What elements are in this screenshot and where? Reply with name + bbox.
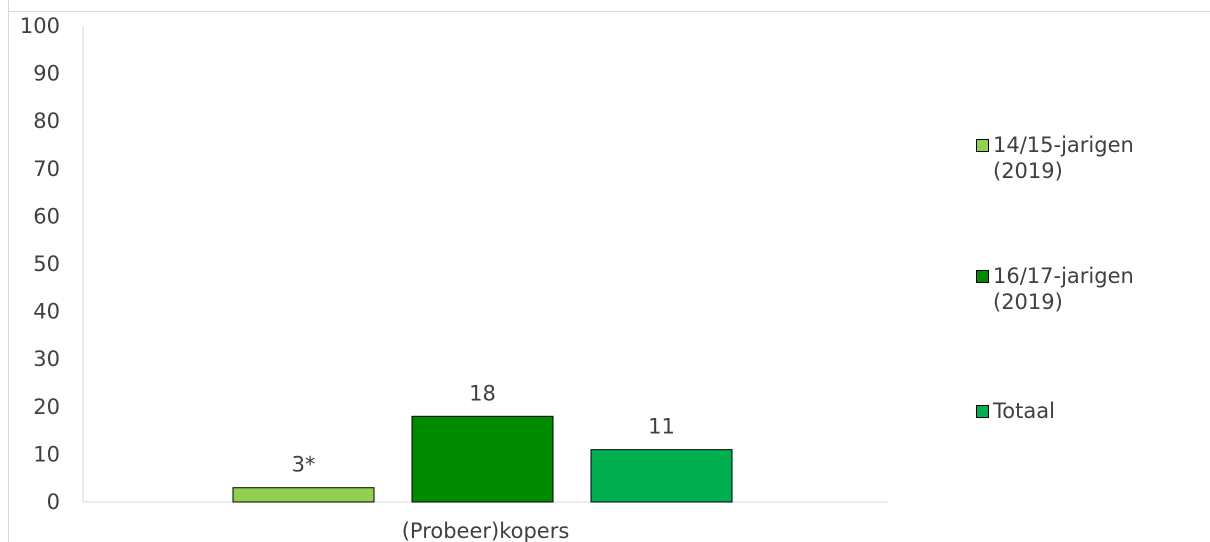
legend-label-14-15: 14/15-jarigen (2019) <box>993 133 1134 183</box>
bar-1 <box>232 487 375 503</box>
y-tick-label: 90 <box>33 62 60 86</box>
legend-swatch-14-15 <box>976 139 989 152</box>
y-tick-label: 60 <box>33 204 60 228</box>
y-tick-label: 40 <box>33 300 60 324</box>
y-tick-label: 70 <box>33 157 60 181</box>
bars-group <box>232 415 733 503</box>
y-tick-label: 100 <box>20 14 60 38</box>
legend-label-totaal: Totaal <box>993 399 1055 423</box>
bar-3 <box>590 449 733 503</box>
legend-label-16-17: 16/17-jarigen (2019) <box>993 264 1134 314</box>
y-tick-label: 80 <box>33 109 60 133</box>
bar-data-labels: 3* 18 11 <box>292 381 675 476</box>
y-tick-label: 20 <box>33 395 60 419</box>
legend-item-totaal: Totaal <box>976 398 1055 424</box>
bar-data-label-2: 18 <box>469 381 496 405</box>
x-axis-tick-labels: (Probeer)kopers <box>402 519 570 542</box>
bar-data-label-1: 3* <box>292 453 316 477</box>
chart-frame-left-border <box>8 0 9 542</box>
legend-swatch-16-17 <box>976 270 989 283</box>
chart-frame-top-border <box>8 11 1210 12</box>
y-tick-label: 50 <box>33 252 60 276</box>
legend: 14/15-jarigen (2019) 16/17-jarigen (2019… <box>976 0 1206 542</box>
legend-swatch-totaal <box>976 405 989 418</box>
bar-data-label-3: 11 <box>648 415 675 439</box>
y-tick-label: 30 <box>33 347 60 371</box>
bar-2 <box>411 415 554 503</box>
legend-item-14-15: 14/15-jarigen (2019) <box>976 132 1134 184</box>
x-tick-label: (Probeer)kopers <box>402 519 570 542</box>
y-tick-label: 10 <box>33 442 60 466</box>
y-axis-tick-labels: 0 10 20 30 40 50 60 70 80 90 100 <box>20 14 60 514</box>
legend-item-16-17: 16/17-jarigen (2019) <box>976 263 1134 315</box>
y-tick-label: 0 <box>47 490 60 514</box>
